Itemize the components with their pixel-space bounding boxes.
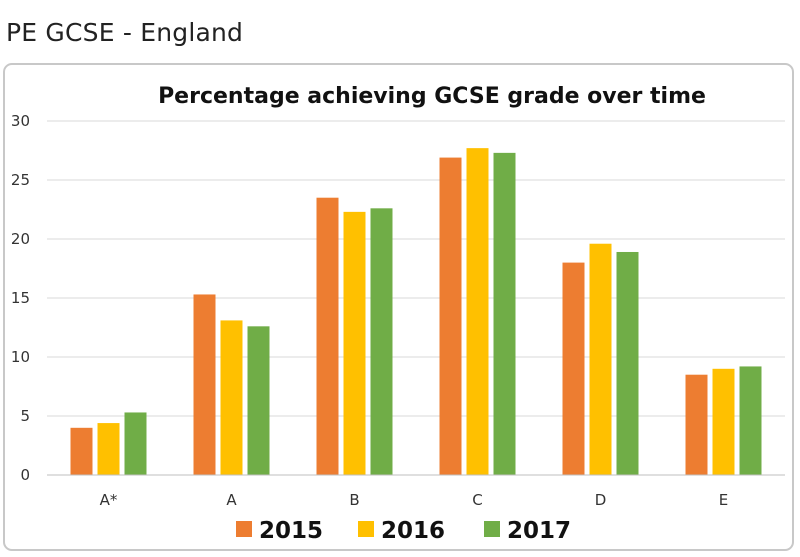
- legend-label: 2017: [507, 518, 571, 544]
- bar-2015: [439, 157, 462, 475]
- y-tick-label: 0: [20, 466, 30, 484]
- y-tick-label: 25: [11, 171, 30, 189]
- x-tick-label: A: [226, 491, 237, 509]
- bar-2015: [685, 374, 708, 475]
- bar-2016: [220, 320, 243, 475]
- bar-2015: [562, 262, 585, 475]
- axes: 0 5 10 15 20 25 30 A* A B C D E: [11, 112, 785, 509]
- legend-swatch: [236, 521, 252, 537]
- bars: [70, 148, 762, 476]
- page-heading: PE GCSE - England: [6, 18, 244, 47]
- bar-2017: [124, 412, 147, 475]
- y-tick-label: 5: [20, 407, 30, 425]
- legend: 2015 2016 2017: [236, 518, 571, 544]
- bar-2016: [712, 368, 735, 475]
- bar-2016: [343, 211, 366, 476]
- x-tick-label: C: [472, 491, 482, 509]
- y-tick-label: 20: [11, 230, 30, 248]
- y-tick-label: 30: [11, 112, 30, 130]
- x-tick-label: E: [719, 491, 728, 509]
- y-tick-label: 15: [11, 289, 30, 307]
- bar-2016: [466, 148, 489, 475]
- legend-swatch: [358, 521, 374, 537]
- bar-2017: [370, 208, 393, 475]
- bar-2017: [247, 326, 270, 475]
- bar-2017: [616, 251, 639, 475]
- x-tick-label: A*: [100, 491, 118, 509]
- legend-swatch: [484, 521, 500, 537]
- bar-2016: [589, 243, 612, 475]
- bar-2017: [739, 366, 762, 475]
- y-tick-label: 10: [11, 348, 30, 366]
- bar-2017: [493, 152, 516, 476]
- gridlines: [47, 120, 785, 417]
- x-tick-label: D: [595, 491, 607, 509]
- bar-2015: [316, 197, 339, 475]
- chart-title: Percentage achieving GCSE grade over tim…: [158, 84, 706, 109]
- bar-2015: [70, 427, 93, 475]
- bar-2016: [97, 423, 120, 475]
- legend-label: 2015: [259, 518, 323, 544]
- legend-label: 2016: [381, 518, 445, 544]
- x-tick-label: B: [349, 491, 359, 509]
- bar-2015: [193, 294, 216, 475]
